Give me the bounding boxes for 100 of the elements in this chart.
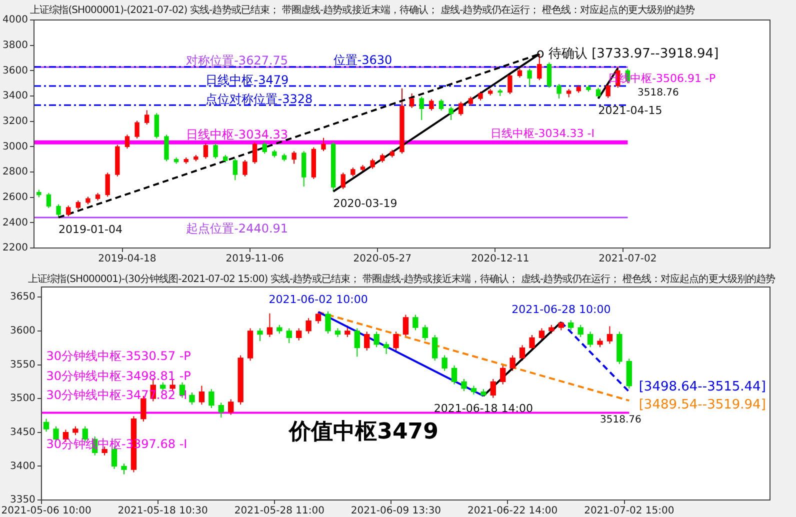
- candlestick: [121, 462, 127, 475]
- annotation: 2019-01-04: [58, 222, 122, 236]
- y-tick-label: 3500: [10, 393, 36, 404]
- candlestick: [458, 101, 464, 116]
- candlestick: [412, 314, 418, 331]
- ref-line-label: 日线中枢-3034.33: [186, 127, 288, 142]
- candlestick: [306, 318, 312, 334]
- candlestick: [606, 83, 610, 98]
- y-tick-label: 3800: [2, 40, 28, 51]
- candlestick: [170, 379, 176, 392]
- x-tick-label: 2021-07-02 15:00: [584, 506, 674, 517]
- annotation: 2021-06-18 14:00: [434, 402, 533, 415]
- y-tick-label: 3600: [2, 65, 28, 76]
- y-tick-label: 2400: [2, 217, 28, 228]
- candlestick: [448, 106, 454, 121]
- candlestick: [203, 143, 208, 160]
- candlestick: [508, 73, 512, 95]
- candlestick: [144, 110, 150, 125]
- candlestick: [340, 172, 346, 190]
- y-tick-label: 3650: [10, 292, 36, 303]
- annotation: 30分钟线中枢-3530.57 -P: [46, 349, 191, 364]
- candlestick: [228, 398, 234, 416]
- y-tick-label: 3450: [10, 426, 36, 438]
- candlestick: [546, 62, 552, 88]
- candlestick: [393, 331, 399, 352]
- candlestick: [442, 354, 448, 372]
- x-tick-label: 2020-05-27: [353, 254, 412, 265]
- y-tick-label: 4000: [2, 14, 28, 26]
- annotation: 2021-06-28 10:00: [512, 302, 611, 316]
- candlestick: [587, 331, 594, 348]
- candlestick: [438, 98, 444, 112]
- candlestick: [500, 364, 506, 385]
- candlestick: [286, 328, 292, 344]
- candlestick: [606, 326, 613, 344]
- candlestick: [262, 142, 267, 154]
- candlestick: [124, 134, 130, 150]
- candlestick: [529, 334, 535, 352]
- ref-line-label: 对称位置-3627.75: [186, 53, 288, 68]
- y-tick-label: 2200: [2, 242, 28, 254]
- candlestick: [490, 378, 496, 398]
- candlestick: [56, 204, 61, 218]
- candlestick: [208, 388, 214, 409]
- candlestick: [164, 134, 169, 162]
- candlestick: [257, 328, 263, 342]
- candlestick: [422, 324, 428, 341]
- candlestick: [266, 312, 273, 338]
- y-tick-label: 3400: [10, 460, 36, 472]
- annotation: [3489.54--3519.94]: [638, 397, 766, 412]
- candlestick: [538, 328, 545, 341]
- candlestick: [461, 378, 467, 392]
- candlestick: [198, 385, 205, 406]
- candlestick: [252, 142, 258, 164]
- candlestick: [370, 158, 375, 170]
- candlestick: [232, 158, 238, 181]
- y-tick-label: 3000: [2, 141, 28, 152]
- x-tick-label: 2021-07-02: [598, 254, 657, 265]
- candlestick: [344, 325, 350, 338]
- candlestick: [43, 418, 50, 432]
- x-tick-label: 2021-06-09 13:30: [350, 506, 442, 517]
- y-tick-label: 3550: [10, 359, 36, 370]
- annotation: [3498.64--3515.44]: [638, 379, 766, 394]
- candlestick: [296, 328, 302, 341]
- ref-line-label: 起点位置-2440.91: [186, 222, 288, 236]
- y-tick-label: 3600: [10, 326, 36, 337]
- chart-title: 上证综指(SH000001)-(2021-07-02) 实线-趋势或已结束； 带圈虚线-趋势或接近末端，待确认； 虚线-趋势或仍在运行； 橙色线：对应起点的更大级别的趋势: [30, 4, 695, 17]
- candlestick: [556, 83, 562, 100]
- y-tick-label: 3350: [10, 494, 36, 506]
- candlestick: [527, 68, 532, 86]
- candlestick: [154, 112, 159, 139]
- x-tick-label: 2019-11-06: [226, 254, 284, 265]
- annotation: 2020-03-19: [333, 196, 398, 210]
- x-tick-label: 2021-06-22 14:00: [468, 506, 558, 517]
- candlestick: [519, 344, 526, 362]
- candlestick: [419, 96, 424, 121]
- annotation: 30分钟线中枢-3498.81 -P: [46, 369, 191, 384]
- ref-line-label: 日线中枢-3479: [206, 73, 289, 88]
- candlestick: [66, 205, 71, 217]
- x-tick-label: 2020-12-11: [471, 254, 530, 265]
- candlestick: [325, 310, 331, 334]
- candlestick: [409, 92, 414, 109]
- candlestick: [315, 312, 322, 324]
- x-tick-label: 2021-05-18 10:30: [118, 506, 208, 517]
- candlestick: [451, 364, 458, 385]
- x-tick-label: 2021-05-06 10:00: [1, 506, 92, 517]
- annotation: 2021-06-02 10:00: [268, 292, 368, 306]
- annotation: 2021-04-15: [598, 104, 662, 117]
- chart-title: 上证综指(SH000001)-(30分钟线图-2021-07-02 15:00) 实线-趋势或已结束； 带圈虚线-趋势或接近末端，待确认； 虚线-趋势或仍在运行； 橙色线：对应起点的更大级别的趋势: [28, 272, 776, 286]
- candlestick: [354, 328, 360, 358]
- candlestick: [134, 120, 140, 139]
- candlestick: [568, 320, 574, 331]
- candlestick: [510, 354, 516, 372]
- candlestick: [321, 137, 326, 152]
- candlestick: [383, 341, 390, 354]
- y-tick-label: 2600: [2, 192, 28, 203]
- annotation: 日线中枢-3034.33 -I: [490, 126, 594, 140]
- candlestick: [242, 159, 248, 177]
- y-tick-label: 3200: [2, 116, 28, 127]
- candlestick: [364, 331, 370, 352]
- candlestick: [578, 324, 584, 338]
- candlestick: [432, 334, 438, 362]
